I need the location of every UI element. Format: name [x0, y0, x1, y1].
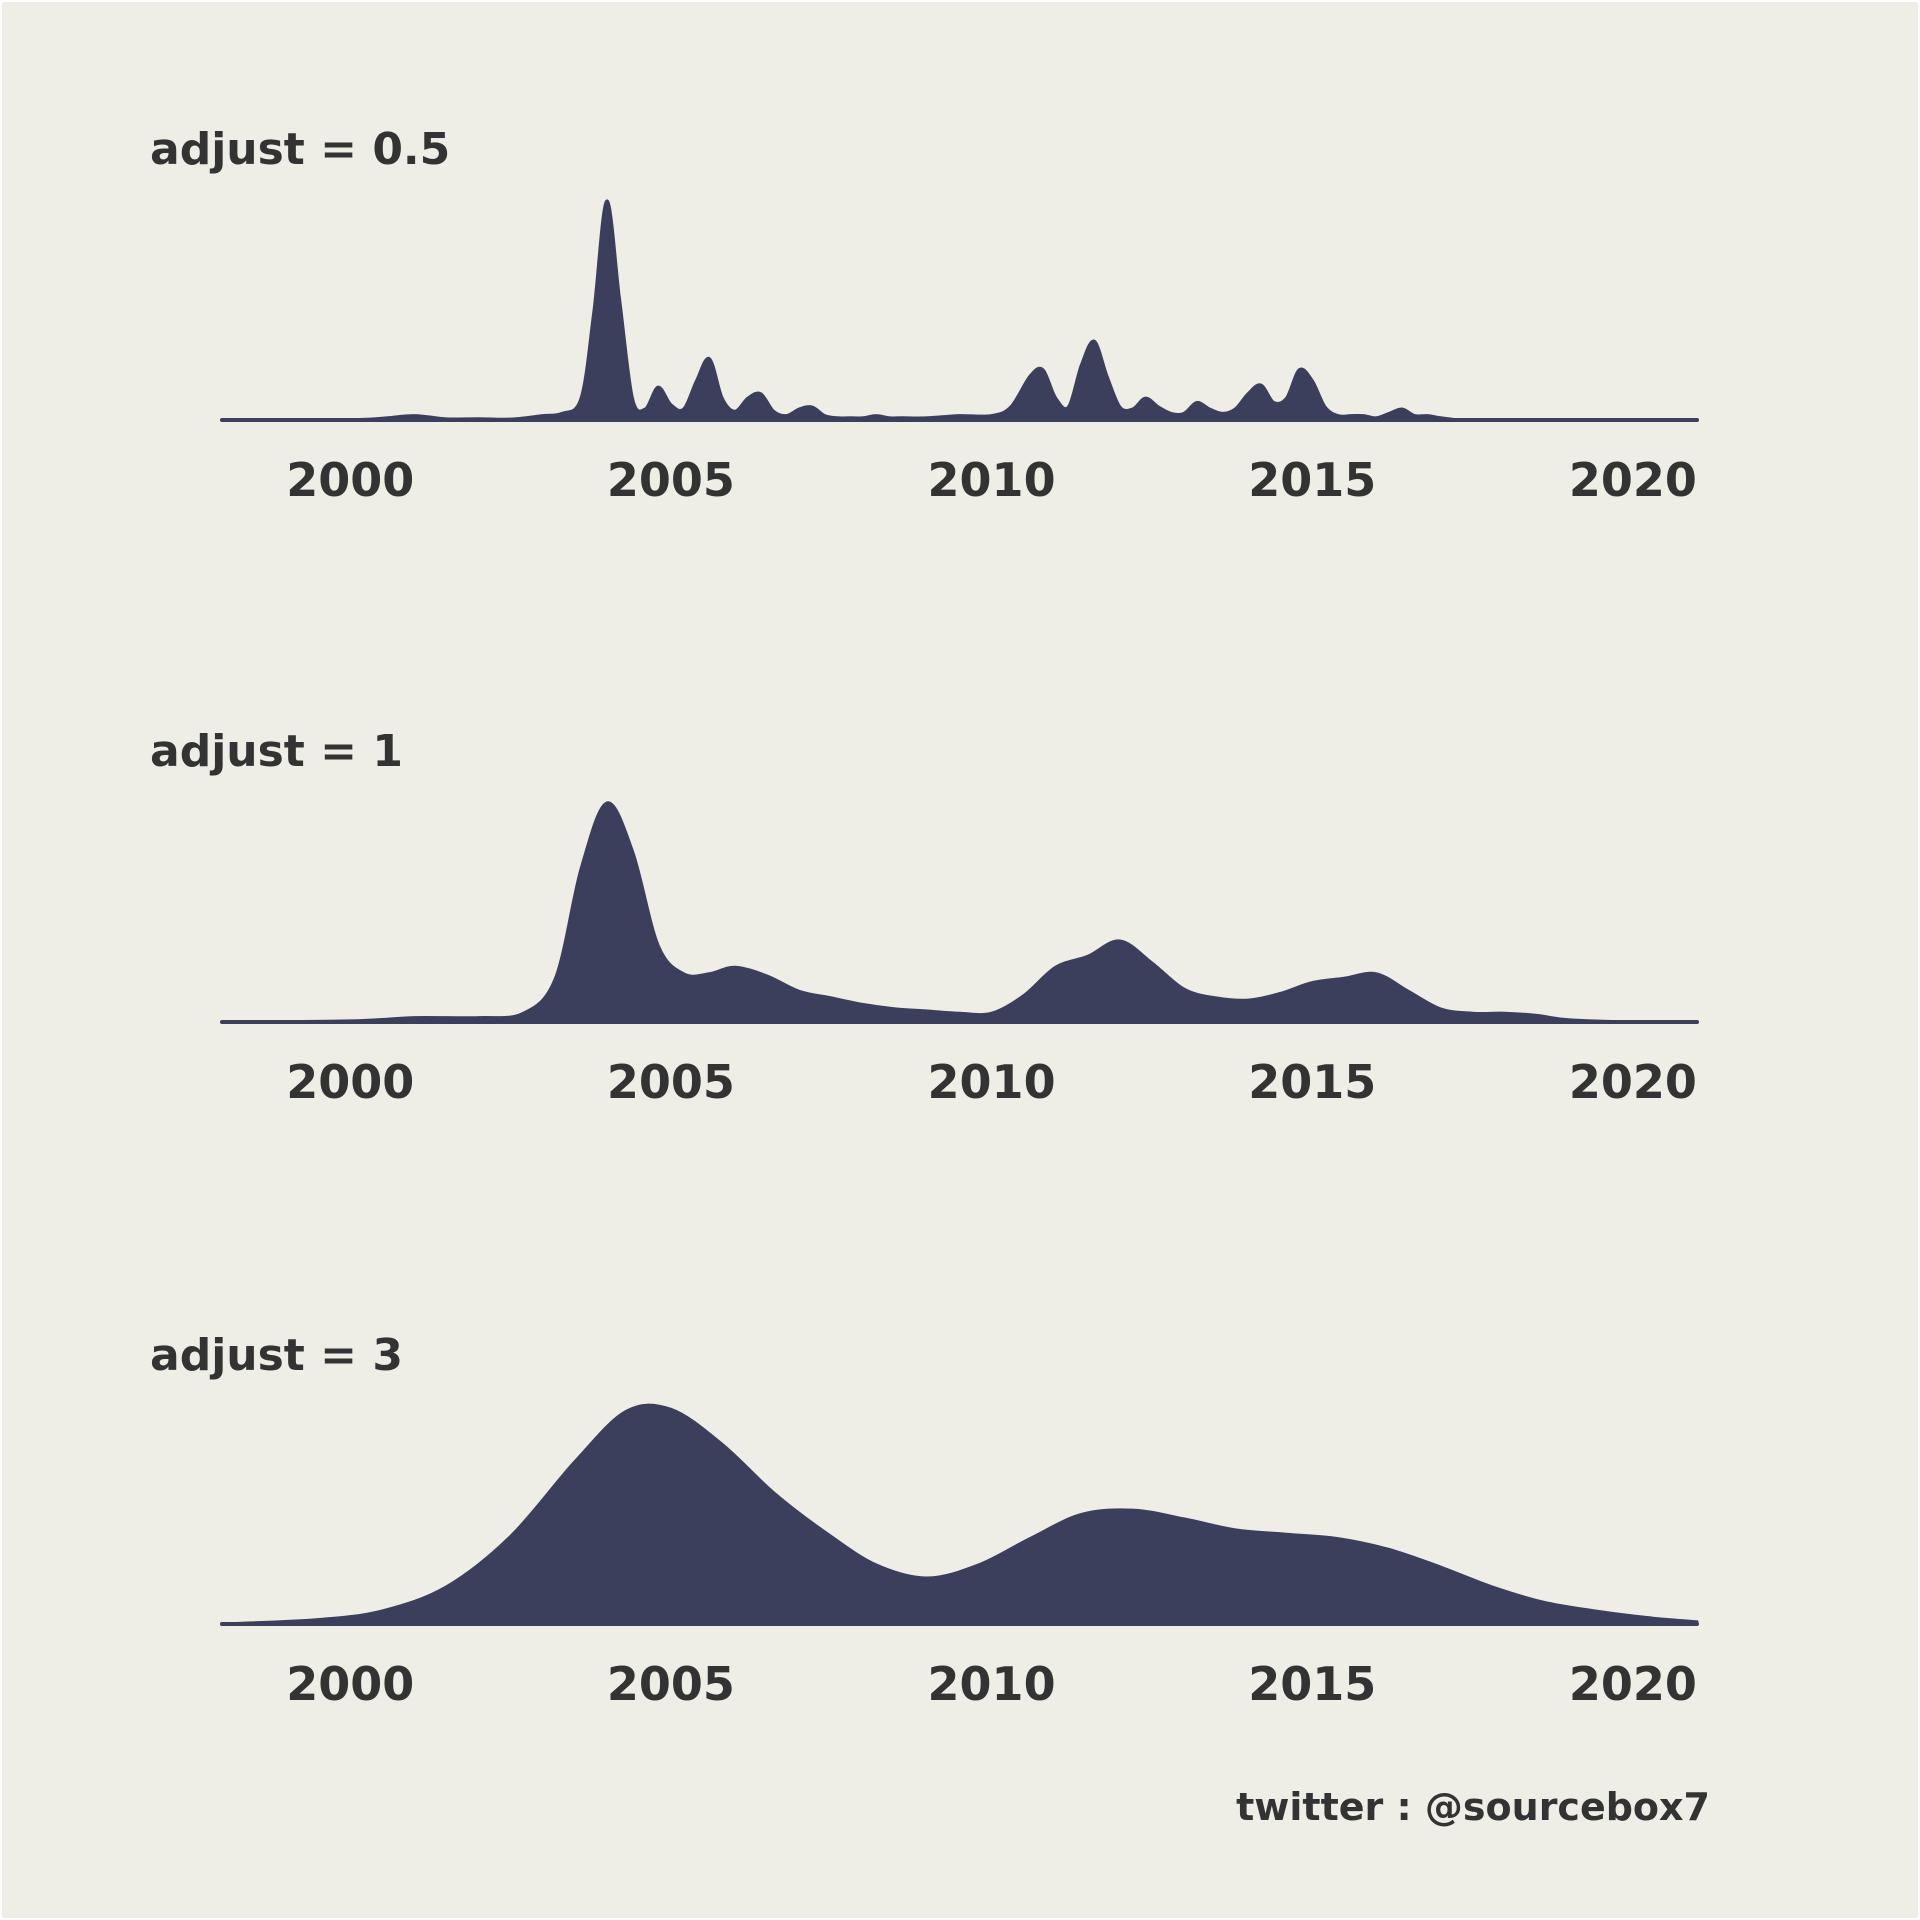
density-area-1 [220, 801, 1699, 1024]
x-tick-label-1-3: 2015 [1248, 1055, 1376, 1109]
x-tick-label-1-1: 2005 [607, 1055, 735, 1109]
x-tick-label-2-3: 2015 [1248, 1657, 1376, 1711]
x-tick-label-1-2: 2010 [928, 1055, 1056, 1109]
panel-title-adjust-3: adjust = 3 [150, 1330, 403, 1381]
x-tick-label-2-2: 2010 [928, 1657, 1056, 1711]
x-tick-label-2-4: 2020 [1569, 1657, 1697, 1711]
panel-title-adjust-0-5: adjust = 0.5 [150, 124, 451, 175]
x-tick-label-1-4: 2020 [1569, 1055, 1697, 1109]
x-tick-label-1-0: 2000 [286, 1055, 414, 1109]
x-tick-label-0-0: 2000 [286, 453, 414, 507]
density-area-2 [220, 1403, 1699, 1626]
twitter-credit: twitter : @sourcebox7 [1236, 1785, 1710, 1829]
x-tick-label-2-1: 2005 [607, 1657, 735, 1711]
panel-title-adjust-1: adjust = 1 [150, 726, 403, 777]
x-tick-label-0-2: 2010 [928, 453, 1056, 507]
x-tick-label-2-0: 2000 [286, 1657, 414, 1711]
x-tick-label-0-4: 2020 [1569, 453, 1697, 507]
x-tick-label-0-1: 2005 [607, 453, 735, 507]
density-area-0 [220, 199, 1699, 422]
x-tick-label-0-3: 2015 [1248, 453, 1376, 507]
